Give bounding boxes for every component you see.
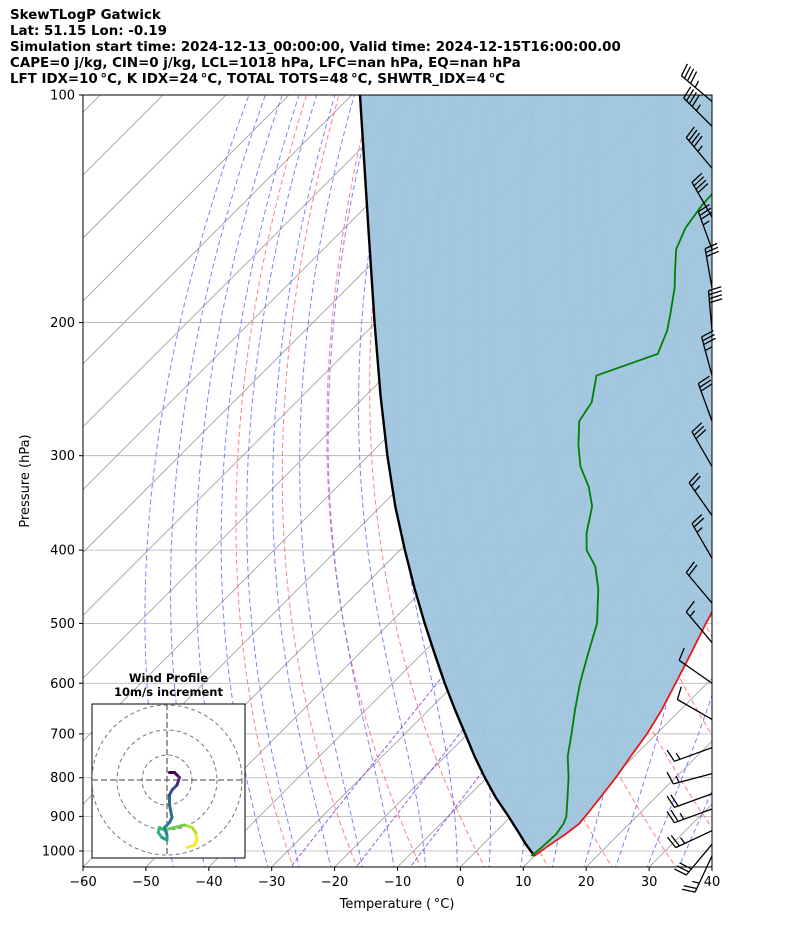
wind-barb	[691, 422, 713, 467]
dry-adiabat	[281, 95, 358, 867]
wind-barb	[666, 808, 713, 824]
hodograph-title: Wind Profile 10m/s increment	[92, 671, 245, 699]
isotherm-line	[760, 60, 794, 882]
hodograph-title-line1: Wind Profile	[128, 671, 209, 685]
y-axis-label: Pressure (hPa)	[18, 434, 33, 527]
y-tick-label: 500	[50, 617, 75, 632]
title-location: Lat: 51.15 Lon: -0.19	[10, 24, 167, 39]
x-tick-label: 0	[456, 875, 464, 890]
moist-adiabat	[246, 95, 318, 867]
title-times: Simulation start time: 2024-12-13_00:00:…	[10, 40, 621, 55]
hodograph-segment	[173, 823, 186, 829]
dry-adiabat	[235, 95, 308, 867]
dry-adiabat	[369, 95, 486, 867]
y-tick-label: 300	[50, 449, 75, 464]
wind-barb	[685, 600, 713, 643]
hodograph-segment	[168, 803, 174, 819]
x-tick-label: −10	[384, 875, 411, 890]
hodograph-inset	[91, 703, 246, 859]
wind-barb	[683, 86, 713, 127]
temperature-line	[533, 610, 712, 857]
y-tick-label: 600	[50, 677, 75, 692]
isotherm-line	[334, 489, 712, 867]
wind-barb	[666, 747, 713, 762]
moist-adiabat	[678, 789, 712, 867]
wind-barb	[666, 830, 713, 849]
wind-barb	[688, 472, 713, 516]
isotherm-line	[83, 95, 416, 428]
title-indices-1: CAPE=0 j/kg, CIN=0 j/kg, LCL=1018 hPa, L…	[10, 56, 521, 71]
x-tick-label: −40	[195, 875, 222, 890]
isotherm-line	[83, 95, 353, 365]
y-tick-label: 400	[50, 544, 75, 559]
wind-barbs	[666, 63, 723, 893]
wind-barb	[680, 63, 713, 102]
wind-barb	[676, 686, 713, 721]
moist-adiabat	[170, 95, 266, 867]
x-tick-label: 20	[578, 875, 595, 890]
wind-barb	[666, 771, 713, 785]
y-tick-label: 1000	[42, 844, 75, 859]
isotherm-line	[522, 677, 712, 867]
parcel-profile-line	[358, 95, 536, 857]
wind-barb	[685, 126, 713, 169]
x-tick-label: 10	[515, 875, 532, 890]
title-station: SkewTLogP Gatwick	[10, 8, 161, 23]
x-tick-label: −50	[132, 875, 159, 890]
wind-barb	[700, 330, 716, 376]
x-tick-label: 30	[641, 875, 658, 890]
moist-adiabat	[144, 95, 250, 867]
x-tick-label: 40	[704, 875, 721, 890]
wind-barb	[697, 375, 713, 422]
x-tick-label: −30	[258, 875, 285, 890]
isotherm-line	[0, 60, 72, 882]
plot-area	[0, 60, 794, 882]
wind-barb	[697, 203, 713, 250]
dry-adiabat	[729, 78, 794, 870]
mixing-ratio-line	[289, 455, 622, 867]
moist-adiabat	[220, 95, 300, 867]
moist-adiabat	[195, 95, 283, 867]
moist-adiabat	[272, 95, 336, 867]
moist-adiabat	[299, 95, 363, 867]
wind-barb	[681, 855, 713, 893]
moist-adiabat	[740, 78, 794, 870]
y-tick-label: 200	[50, 316, 75, 331]
wind-barb	[666, 793, 713, 809]
hodograph-frame	[91, 703, 246, 859]
x-axis-label: Temperature ( °C)	[339, 897, 455, 912]
dry-adiabat	[326, 95, 422, 867]
wind-barb	[707, 286, 723, 331]
cape-cin-shading	[360, 95, 712, 856]
wind-barb	[674, 843, 713, 876]
dewpoint-line	[530, 192, 712, 857]
moist-adiabat	[646, 694, 712, 867]
hodograph-title-line2: 10m/s increment	[114, 685, 223, 699]
moist-adiabat	[327, 95, 395, 867]
wind-barb	[691, 514, 713, 559]
y-tick-label: 100	[50, 89, 75, 104]
y-tick-label: 800	[50, 771, 75, 786]
y-tick-label: 700	[50, 727, 75, 742]
isotherm-line	[0, 60, 9, 882]
wind-barb	[678, 647, 713, 684]
isotherm-line	[83, 95, 290, 302]
moist-adiabat	[358, 95, 427, 867]
wind-barb	[685, 561, 713, 604]
isotherm-line	[83, 95, 227, 239]
y-tick-label: 900	[50, 810, 75, 825]
dry-adiabat	[761, 78, 794, 870]
tick-labels: −60 −50 −40 −30 −20 −10 0 10 20 30 40 1000 900 800 700…	[42, 89, 720, 891]
x-tick-label: −20	[321, 875, 348, 890]
title-indices-2: LFT IDX=10 °C, K IDX=24 °C, TOTAL TOTS=4…	[10, 72, 506, 87]
moist-adiabat	[709, 862, 712, 867]
chart-title: SkewTLogP Gatwick Lat: 51.15 Lon: -0.19 …	[10, 8, 621, 88]
x-tick-label: −60	[69, 875, 96, 890]
isotherm-line	[585, 740, 712, 867]
wind-barb	[691, 172, 713, 218]
